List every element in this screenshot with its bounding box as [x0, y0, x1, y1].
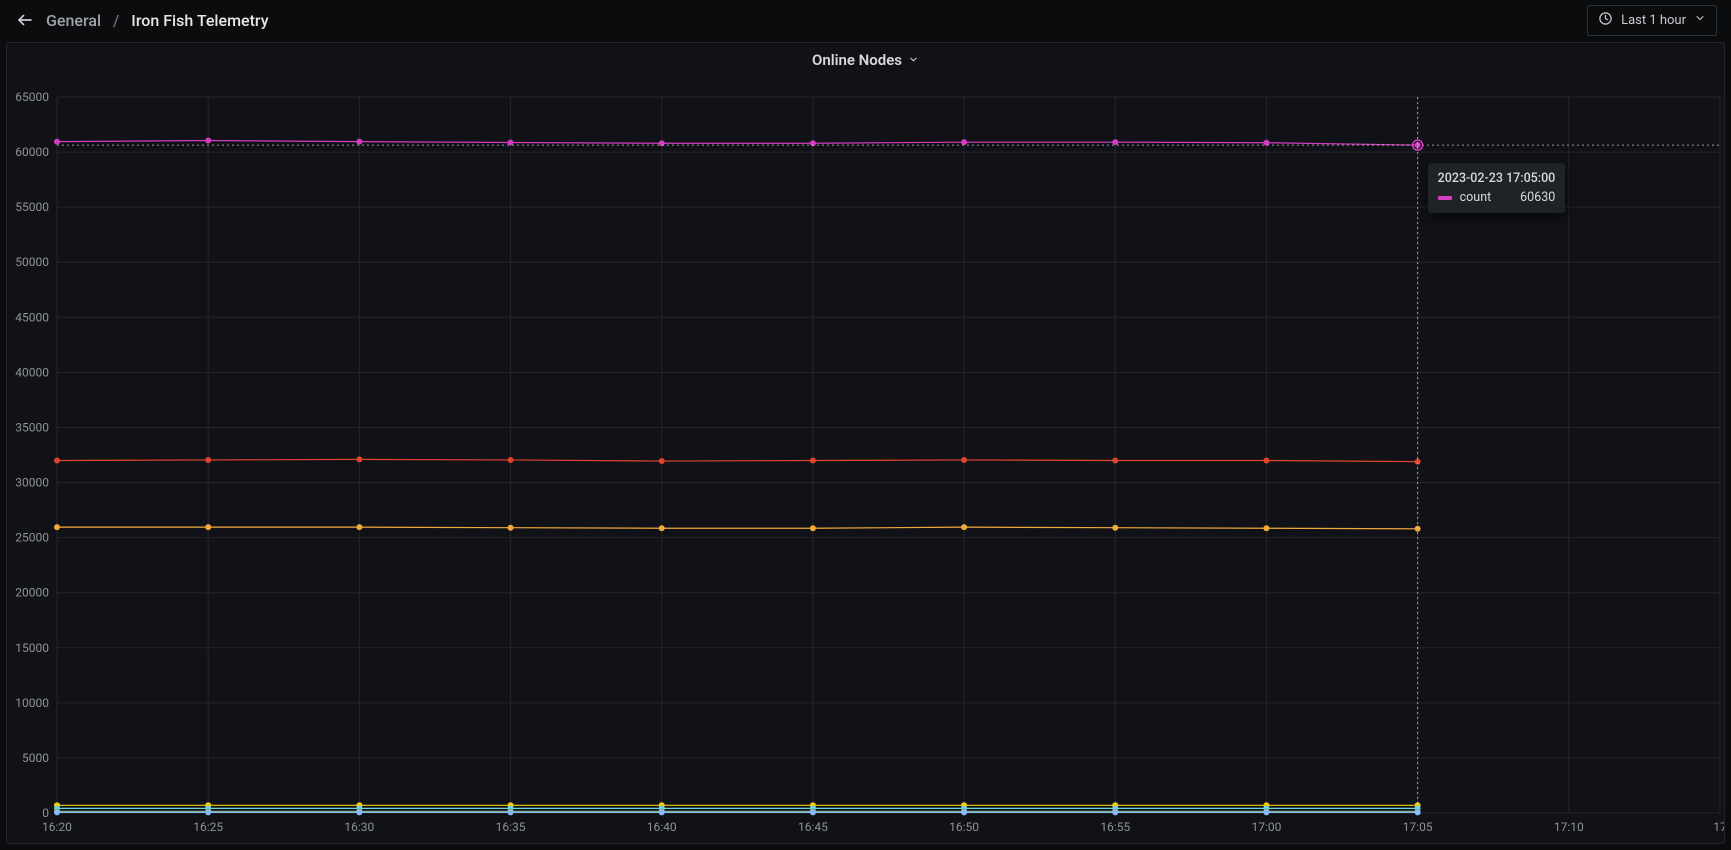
svg-text:17:05: 17:05	[1403, 820, 1433, 834]
svg-text:17:10: 17:10	[1554, 820, 1584, 834]
time-range-picker[interactable]: Last 1 hour	[1587, 5, 1717, 36]
svg-text:17:00: 17:00	[1252, 820, 1282, 834]
topbar: General / Iron Fish Telemetry Last 1 hou…	[0, 0, 1731, 40]
svg-text:16:30: 16:30	[344, 820, 374, 834]
svg-text:65000: 65000	[15, 90, 49, 104]
svg-text:16:55: 16:55	[1100, 820, 1130, 834]
svg-text:35000: 35000	[15, 420, 49, 434]
clock-icon	[1598, 11, 1613, 30]
svg-text:16:20: 16:20	[42, 820, 72, 834]
back-arrow-icon[interactable]	[14, 9, 36, 31]
chart-area[interactable]: 0 5000 10000 15000 20000 25000 30000 35000 40000…	[7, 77, 1724, 843]
svg-text:30000: 30000	[15, 476, 49, 490]
svg-text:16:25: 16:25	[193, 820, 223, 834]
svg-text:15000: 15000	[15, 641, 49, 655]
chart-panel: Online Nodes 0 5000 10000 15000 20000 25000 30…	[6, 42, 1725, 844]
svg-text:40000: 40000	[15, 365, 49, 379]
svg-text:17: 17	[1713, 820, 1724, 834]
breadcrumb-separator: /	[113, 11, 119, 30]
svg-text:5000: 5000	[22, 751, 49, 765]
svg-text:16:50: 16:50	[949, 820, 979, 834]
time-range-label: Last 1 hour	[1621, 13, 1686, 28]
svg-text:60000: 60000	[15, 145, 49, 159]
breadcrumb: General / Iron Fish Telemetry	[14, 9, 269, 31]
svg-text:20000: 20000	[15, 586, 49, 600]
svg-text:50000: 50000	[15, 255, 49, 269]
line-chart-svg: 0 5000 10000 15000 20000 25000 30000 35000 40000…	[7, 77, 1724, 843]
svg-text:55000: 55000	[15, 200, 49, 214]
svg-text:0: 0	[42, 806, 49, 820]
chevron-down-icon	[1694, 12, 1706, 28]
panel-title-text: Online Nodes	[812, 51, 902, 69]
svg-text:45000: 45000	[15, 310, 49, 324]
svg-text:10000: 10000	[15, 696, 49, 710]
svg-text:16:45: 16:45	[798, 820, 828, 834]
chevron-down-icon	[908, 51, 919, 69]
svg-text:25000: 25000	[15, 531, 49, 545]
dashboard-title[interactable]: Iron Fish Telemetry	[131, 11, 268, 30]
panel-title[interactable]: Online Nodes	[7, 43, 1724, 75]
breadcrumb-folder[interactable]: General	[46, 11, 101, 30]
svg-text:16:35: 16:35	[496, 820, 526, 834]
svg-text:16:40: 16:40	[647, 820, 677, 834]
